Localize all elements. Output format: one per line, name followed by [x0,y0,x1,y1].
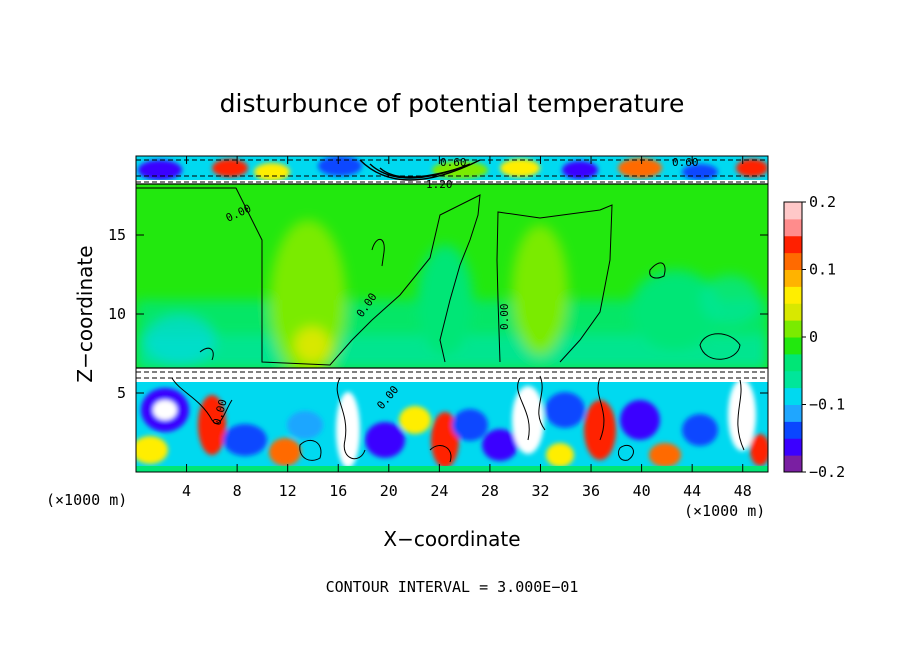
x-tick-label: 36 [582,482,600,500]
x-tick-label: 20 [380,482,398,500]
colorbar-swatch [784,438,802,456]
colorbar-tick-label: −0.1 [809,396,845,414]
colorbar-swatch [784,421,802,439]
x-tick-label: 16 [329,482,347,500]
colorbar-swatch [784,370,802,389]
x-tick-label: 4 [182,482,191,500]
y-axis: 5 10 15 [108,226,768,402]
colorbar-swatch [784,337,802,355]
x-tick-label: 24 [430,482,448,500]
colorbar-swatch [784,320,802,338]
y-unit-label: (×1000 m) [684,502,765,520]
colorbar-swatch [784,252,802,270]
colorbar-swatch [784,235,802,254]
plot-area: 0.00 0.00 0.00 0.00 0.00 0.60 0.60 1.20 [136,156,768,472]
x-tick-label: 32 [531,482,549,500]
colorbar-swatch [784,404,802,422]
x-tick-label: 48 [734,482,752,500]
x-tick-label: 28 [481,482,499,500]
colorbar-tick-label: 0.2 [809,193,836,211]
colorbar-swatch [784,455,802,473]
colorbar-tick-label: 0.1 [809,261,836,279]
colorbar-tick-label: 0 [809,328,818,346]
colorbar-tick-label: −0.2 [809,463,845,481]
contour-label: 1.20 [426,178,453,191]
x-unit-label: (×1000 m) [46,491,127,509]
colorbar-swatch [784,387,802,405]
x-tick-label: 12 [279,482,297,500]
colorbar: 0.2 0.1 0 −0.1 −0.2 [783,193,845,481]
x-axis: 4 8 12 16 20 24 28 32 36 40 44 48 [182,156,752,500]
x-tick-label: 40 [633,482,651,500]
y-axis-title: Z−coordinate [73,245,97,382]
contour-label: 0.00 [498,304,511,331]
colorbar-swatch [784,269,802,287]
colorbar-swatch [784,303,802,321]
contour-lines [136,159,768,463]
y-tick-label: 5 [117,384,126,402]
x-tick-label: 44 [683,482,701,500]
chart-title: disturbunce of potential temperature [220,89,685,118]
y-tick-label: 10 [108,305,126,323]
colorbar-swatch [784,202,802,220]
contour-label: 0.60 [440,156,467,169]
field-heatmap [136,156,768,472]
y-tick-label: 15 [108,226,126,244]
x-tick-label: 8 [233,482,242,500]
x-axis-title: X−coordinate [383,527,520,551]
colorbar-swatch [784,353,802,372]
contour-label: 0.60 [672,156,699,169]
colorbar-swatch [784,286,802,304]
contour-interval-note: CONTOUR INTERVAL = 3.000E−01 [326,578,579,596]
colorbar-swatch [784,218,802,237]
